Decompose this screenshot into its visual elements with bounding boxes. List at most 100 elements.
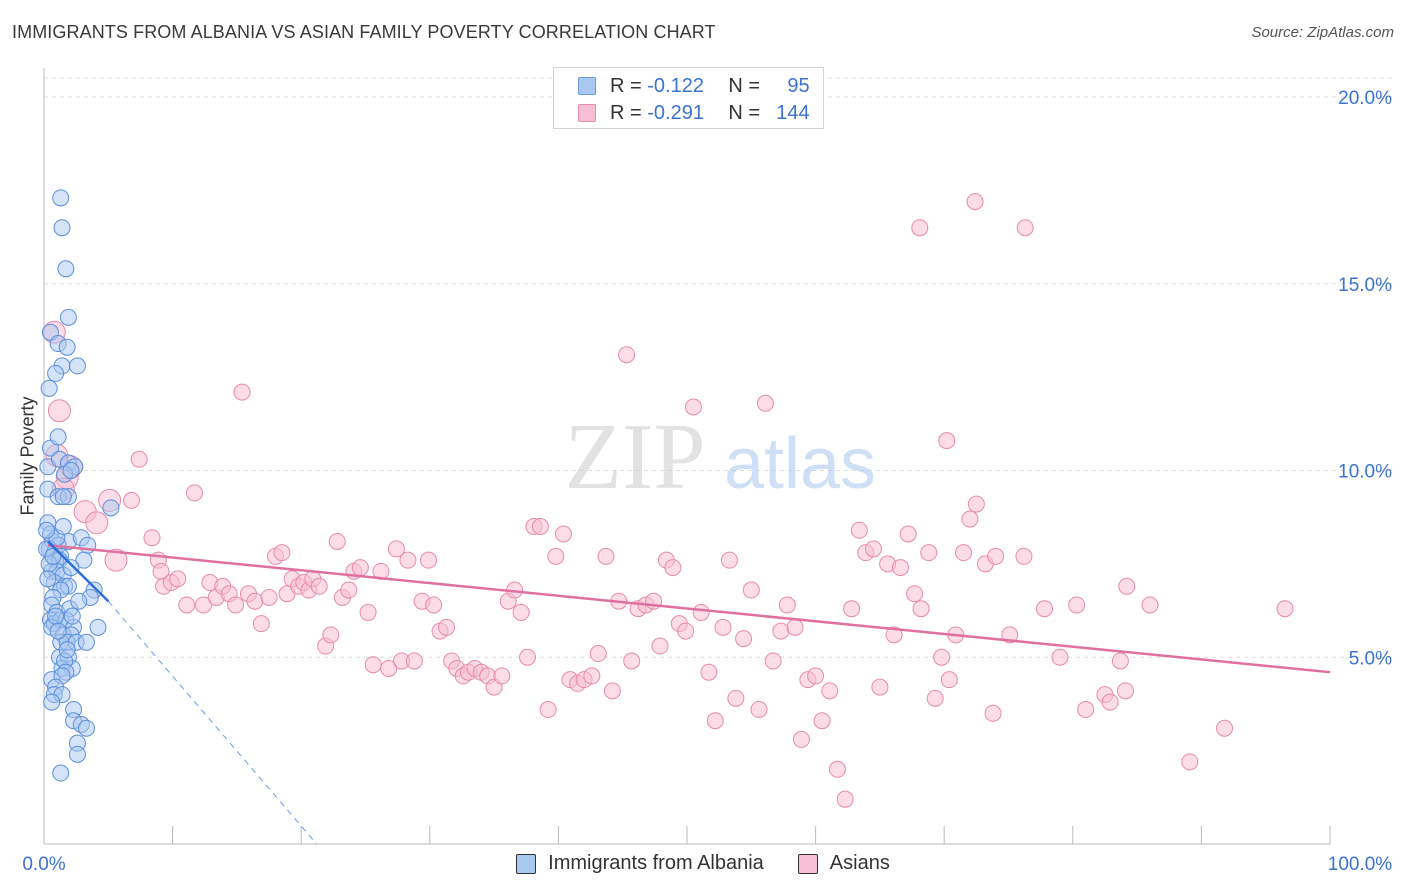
x-tick-label: 0.0% xyxy=(22,854,65,875)
trend-lines xyxy=(46,540,1331,845)
legend-item-albania[interactable]: Immigrants from Albania xyxy=(516,852,764,875)
data-point-asians xyxy=(364,656,382,674)
data-point-albania xyxy=(102,499,120,517)
data-point-albania xyxy=(62,559,80,577)
trend-line-albania-extrapolated xyxy=(107,600,318,845)
data-point-albania xyxy=(53,219,71,237)
data-point-albania xyxy=(58,338,76,356)
series-legend: Immigrants from Albania Asians xyxy=(0,852,1406,875)
data-point-albania xyxy=(62,462,80,479)
data-point-asians xyxy=(597,547,615,565)
data-point-asians xyxy=(618,346,636,364)
data-point-asians xyxy=(122,491,140,509)
data-point-asians xyxy=(351,559,369,577)
data-point-asians xyxy=(1276,600,1294,618)
legend-item-asians[interactable]: Asians xyxy=(797,852,890,875)
data-point-albania xyxy=(68,357,86,375)
data-point-asians xyxy=(623,652,641,670)
data-point-asians xyxy=(778,596,796,614)
y-axis-label: Family Poverty xyxy=(17,396,38,516)
data-point-albania xyxy=(47,364,65,382)
data-point-albania xyxy=(68,745,86,763)
data-point-asians xyxy=(143,529,161,547)
data-point-asians xyxy=(589,645,607,663)
data-point-asians xyxy=(871,678,889,696)
legend-n-value: 95 xyxy=(787,74,810,97)
data-point-asians xyxy=(764,652,782,670)
gridlines xyxy=(44,77,1392,658)
data-point-albania xyxy=(54,488,72,506)
legend-row-asians: R = -0.291 N = 144 xyxy=(578,101,810,125)
data-point-asians xyxy=(926,689,944,707)
data-point-asians xyxy=(706,712,724,730)
data-point-asians xyxy=(1101,693,1119,711)
data-point-asians xyxy=(677,622,695,640)
data-point-asians xyxy=(836,790,854,808)
data-point-asians xyxy=(1016,219,1034,237)
data-point-asians xyxy=(405,652,423,670)
tick-labels: 5.0% 10.0% 15.0% 20.0% 0.0% 100.0% xyxy=(22,88,1392,875)
data-point-asians xyxy=(359,603,377,621)
data-point-asians xyxy=(1111,652,1129,670)
data-point-albania xyxy=(40,379,58,397)
data-point-albania xyxy=(77,633,95,651)
data-point-asians xyxy=(906,585,924,603)
data-point-asians xyxy=(104,548,128,572)
legend-n-value: 144 xyxy=(776,101,810,124)
watermark: ZIP atlas xyxy=(565,405,877,509)
data-point-albania xyxy=(54,518,72,536)
y-tick-label: 15.0% xyxy=(1338,275,1392,296)
data-point-asians xyxy=(399,551,417,569)
data-point-asians xyxy=(1068,596,1086,614)
data-point-asians xyxy=(380,659,398,677)
data-point-asians xyxy=(185,484,203,502)
data-point-asians xyxy=(850,521,868,539)
data-point-asians xyxy=(807,667,825,685)
data-point-asians xyxy=(735,630,753,648)
data-point-asians xyxy=(954,544,972,562)
data-point-asians xyxy=(938,432,956,450)
legend-n-label: N = xyxy=(728,101,761,124)
watermark-zip: ZIP xyxy=(565,405,706,509)
data-point-asians xyxy=(130,450,148,468)
data-point-asians xyxy=(891,559,909,577)
data-point-asians xyxy=(493,667,511,685)
data-point-asians xyxy=(1051,648,1069,666)
data-point-asians xyxy=(425,596,443,614)
data-point-asians xyxy=(512,603,530,621)
data-point-asians xyxy=(85,511,109,535)
legend-row-albania: R = -0.122 N = 95 xyxy=(578,74,810,98)
data-point-asians xyxy=(1181,753,1199,771)
data-point-asians xyxy=(933,648,951,666)
data-point-asians xyxy=(178,596,196,614)
data-point-asians xyxy=(340,581,358,599)
legend-r-label: R = xyxy=(610,101,642,124)
data-point-asians xyxy=(911,219,929,237)
data-point-asians xyxy=(684,398,702,416)
data-point-asians xyxy=(555,525,573,543)
legend-swatch-asians xyxy=(578,104,596,122)
data-point-asians xyxy=(966,193,984,211)
data-point-albania xyxy=(75,551,93,569)
data-point-albania xyxy=(49,428,67,446)
data-point-asians xyxy=(940,671,958,689)
x-tick-label: 100.0% xyxy=(1328,854,1393,875)
data-point-asians xyxy=(899,525,917,543)
data-point-asians xyxy=(519,648,537,666)
data-point-asians xyxy=(967,495,985,513)
data-point-asians xyxy=(583,667,601,685)
data-point-asians xyxy=(1216,719,1234,737)
data-point-albania xyxy=(59,308,77,326)
data-point-asians xyxy=(772,622,790,640)
data-point-asians xyxy=(692,603,710,621)
data-point-asians xyxy=(438,618,456,636)
trend-line-albania xyxy=(46,540,110,603)
legend-n-label: N = xyxy=(728,74,761,97)
data-point-albania xyxy=(38,521,56,539)
source-label: Source: ZipAtlas.com xyxy=(1251,24,1394,41)
data-point-asians xyxy=(603,682,621,700)
data-point-albania xyxy=(44,547,62,565)
data-point-asians xyxy=(420,551,438,569)
data-point-asians xyxy=(821,682,839,700)
